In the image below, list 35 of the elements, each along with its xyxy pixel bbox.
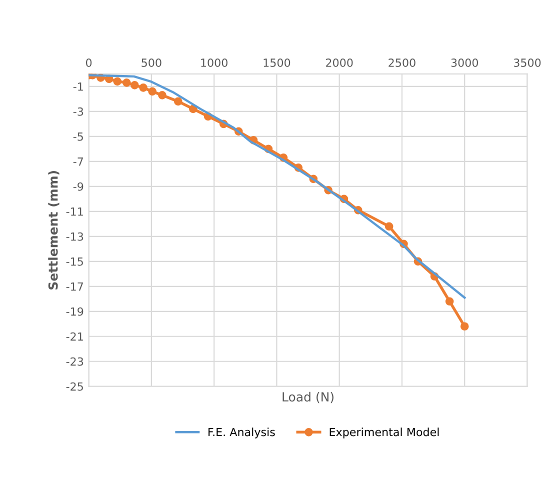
legend-label: F.E. Analysis — [208, 428, 275, 438]
y-tick-label: -17 — [66, 282, 83, 291]
x-tick-label: 0 — [86, 58, 92, 67]
y-tick-label: -7 — [73, 158, 83, 166]
point — [384, 222, 394, 231]
x-tick-label: 3500 — [514, 58, 541, 67]
y-tick-label: -25 — [66, 382, 83, 391]
x-tick-label: 1500 — [264, 58, 290, 67]
x-tick-label: 1000 — [201, 58, 228, 67]
point — [148, 87, 156, 96]
y-tick-label: -3 — [73, 107, 84, 116]
point — [122, 78, 131, 87]
y-tick-label: -15 — [66, 258, 83, 266]
point — [158, 91, 166, 100]
y-tick-label: -5 — [73, 132, 83, 141]
x-tick-label: 2500 — [388, 58, 416, 67]
x-axis-title: Load (N) — [282, 392, 334, 404]
y-tick-label: -13 — [66, 232, 84, 241]
y-tick-label: -23 — [66, 357, 84, 366]
legend-label: Experimental Model — [330, 428, 439, 438]
y-tick-label: -21 — [66, 332, 83, 341]
point — [445, 297, 454, 306]
y-tick-label: -11 — [66, 208, 83, 216]
y-tick-label: -9 — [73, 182, 84, 191]
y-tick-label: -1 — [73, 82, 83, 91]
y-axis-title: Settlement (mm) — [48, 171, 60, 290]
x-tick-label: 500 — [142, 58, 162, 67]
point — [139, 84, 148, 92]
point — [113, 77, 122, 86]
point — [130, 81, 139, 90]
x-tick-label: 3000 — [451, 58, 478, 67]
point — [460, 322, 469, 331]
y-tick-label: -19 — [66, 307, 84, 316]
point — [174, 97, 182, 106]
x-tick-label: 2000 — [326, 58, 353, 67]
